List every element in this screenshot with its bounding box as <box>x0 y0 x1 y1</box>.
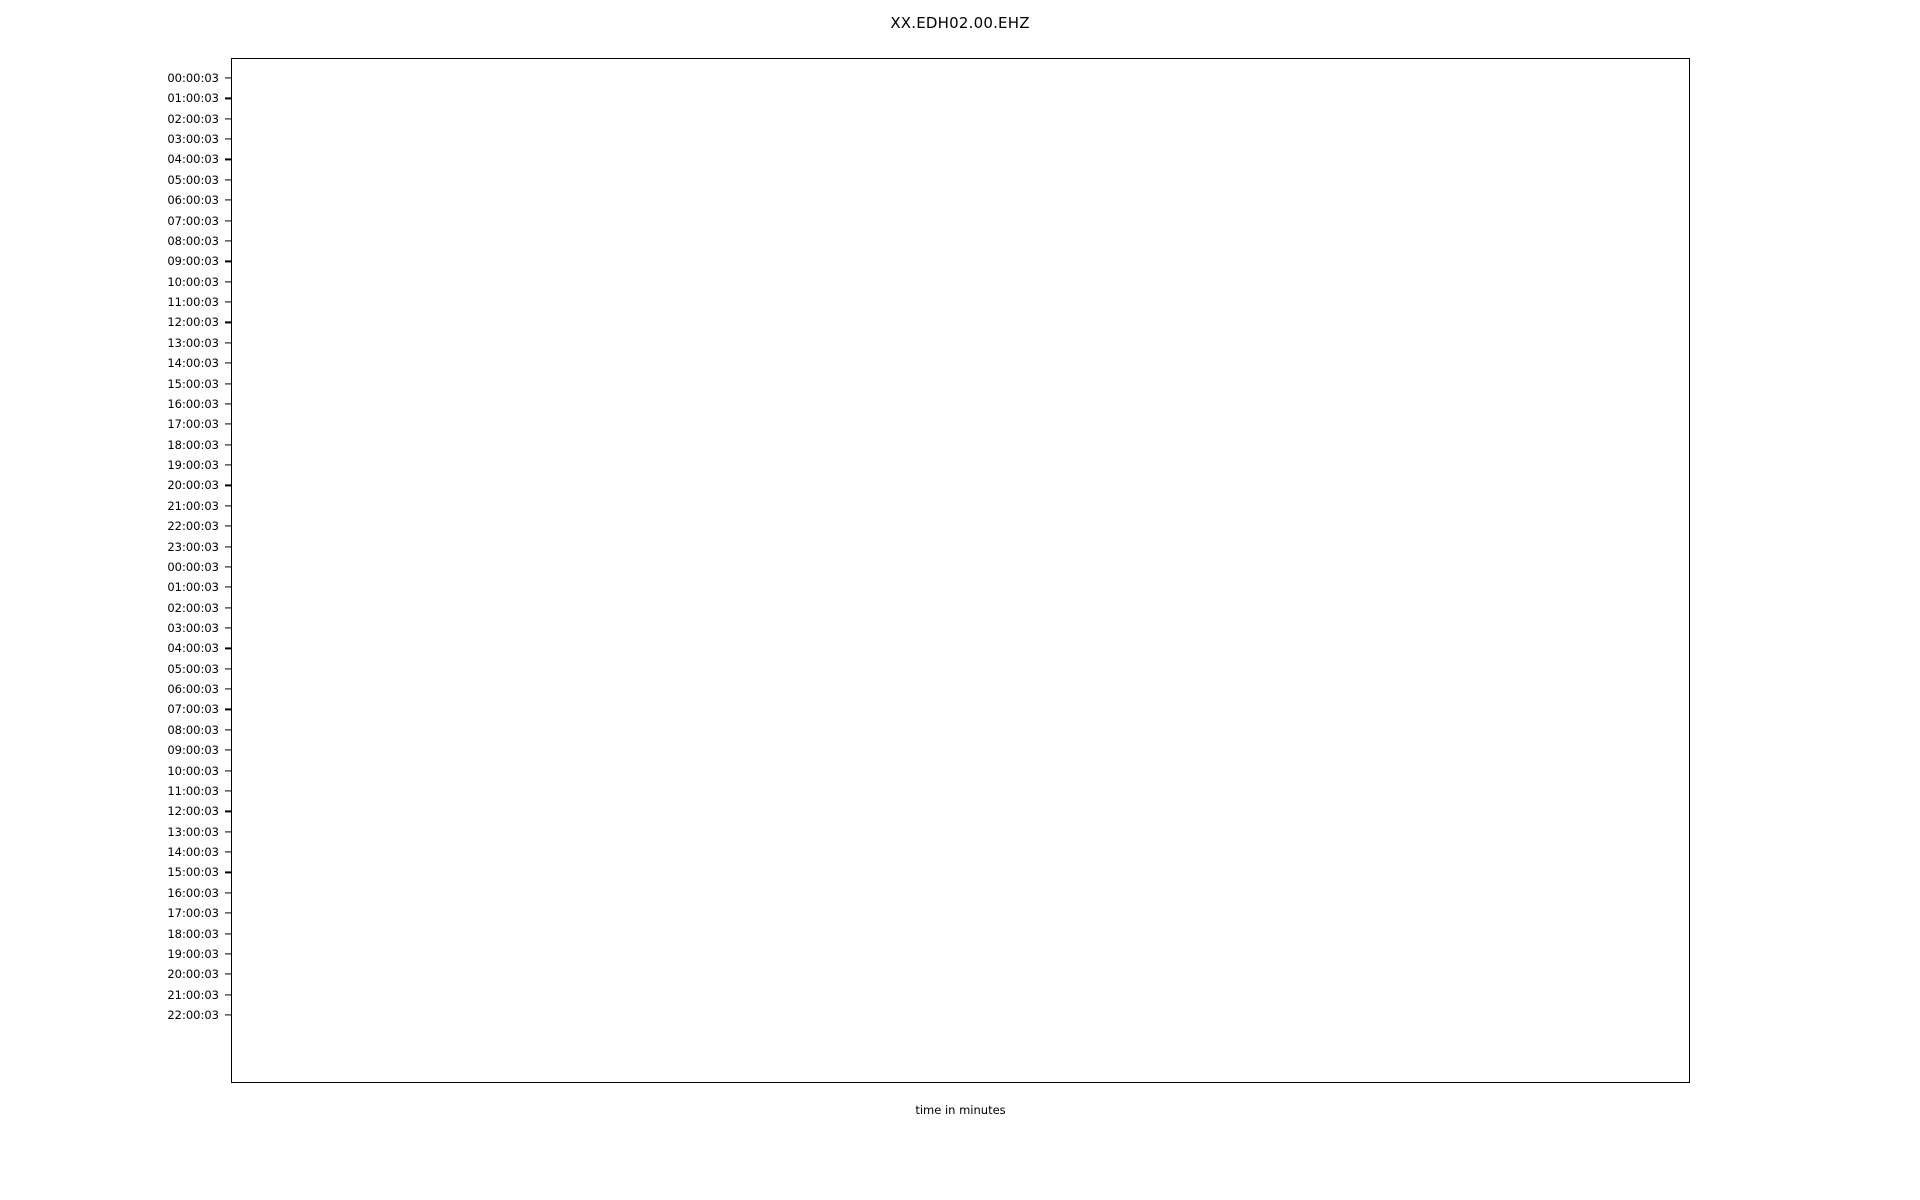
y-axis-tick <box>225 484 231 486</box>
y-axis-tick <box>225 505 231 507</box>
y-axis-tick-label: 09:00:03 <box>167 743 219 758</box>
y-axis-tick <box>225 953 231 955</box>
y-axis-tick-label: 16:00:03 <box>167 885 219 900</box>
y-axis-tick <box>225 566 231 568</box>
y-axis-tick-label: 11:00:03 <box>167 295 219 310</box>
y-axis-tick <box>225 240 231 242</box>
y-axis-tick-label: 00:00:03 <box>167 71 219 85</box>
y-axis-tick-label: 10:00:03 <box>167 274 219 289</box>
y-axis-tick-label: 18:00:03 <box>167 926 219 941</box>
y-axis-tick-label: 21:00:03 <box>167 987 219 1002</box>
y-axis-tick <box>225 158 231 161</box>
y-axis-tick <box>225 688 231 690</box>
y-axis-tick-label: 04:00:03 <box>167 641 219 656</box>
y-axis-tick <box>225 342 231 344</box>
y-axis-tick <box>225 77 231 79</box>
page-title: XX.EDH02.00.EHZ <box>890 14 1030 32</box>
y-axis-tick <box>225 790 231 792</box>
y-axis-tick-label: 12:00:03 <box>167 804 219 819</box>
y-axis-tick <box>225 810 231 812</box>
y-axis-tick-label: 12:00:03 <box>167 315 219 330</box>
y-axis-tick <box>225 851 231 853</box>
y-axis-tick <box>225 403 231 405</box>
y-axis-tick-label: 05:00:03 <box>167 661 219 676</box>
y-axis-tick <box>225 362 231 364</box>
y-axis-tick <box>225 668 231 670</box>
y-axis-tick-label: 04:00:03 <box>167 152 219 167</box>
y-axis-tick-label: 07:00:03 <box>167 213 219 228</box>
y-axis-tick <box>225 301 231 303</box>
y-axis-tick-label: 17:00:03 <box>167 906 219 921</box>
y-axis-tick <box>225 973 231 975</box>
y-axis-tick <box>225 321 231 324</box>
y-axis-tick-label: 15:00:03 <box>167 376 219 391</box>
y-axis-tick-label: 06:00:03 <box>167 682 219 697</box>
y-axis-tick-label: 19:00:03 <box>167 946 219 961</box>
y-axis-tick <box>225 607 231 609</box>
y-axis-tick <box>225 260 231 262</box>
y-axis-tick-label: 02:00:03 <box>167 600 219 615</box>
y-axis-tick <box>225 627 231 629</box>
y-axis-tick <box>225 749 231 751</box>
y-axis-tick <box>225 179 231 181</box>
y-axis-tick <box>225 729 231 731</box>
y-axis-tick <box>225 382 231 385</box>
y-axis-tick <box>225 118 231 120</box>
y-axis-tick <box>225 871 231 874</box>
y-axis-tick-label: 16:00:03 <box>167 396 219 411</box>
y-axis-tick-label: 03:00:03 <box>167 132 219 147</box>
y-axis-tick-label: 20:00:03 <box>167 478 219 493</box>
y-axis-tick-label: 14:00:03 <box>167 356 219 371</box>
y-axis-tick <box>225 219 231 222</box>
y-axis-tick <box>225 199 231 201</box>
y-axis-tick-label: 02:00:03 <box>167 111 219 126</box>
y-axis-tick <box>225 423 231 425</box>
annotation-layer <box>232 59 1689 1082</box>
x-axis-title: time in minutes <box>915 1103 1006 1117</box>
y-axis-tick <box>225 97 231 99</box>
y-axis-tick <box>225 892 231 894</box>
y-axis-tick <box>225 444 231 446</box>
y-axis-tick-label: 08:00:03 <box>167 722 219 737</box>
y-axis-tick <box>225 932 231 935</box>
y-axis-tick-label: 01:00:03 <box>167 91 219 106</box>
y-axis-tick-label: 22:00:03 <box>167 1008 219 1023</box>
y-axis-tick-label: 22:00:03 <box>167 519 219 534</box>
plot-area <box>231 58 1690 1083</box>
y-axis-tick <box>225 525 231 527</box>
y-axis-tick <box>225 831 231 833</box>
y-axis-tick <box>225 912 231 914</box>
y-axis-tick-label: 19:00:03 <box>167 458 219 473</box>
y-axis-tick-label: 13:00:03 <box>167 335 219 350</box>
y-axis-tick <box>225 138 231 140</box>
y-axis-tick <box>225 769 231 772</box>
y-axis-tick-label: 01:00:03 <box>167 580 219 595</box>
y-axis-tick-label: 10:00:03 <box>167 763 219 778</box>
y-axis-tick-label: 17:00:03 <box>167 417 219 432</box>
y-axis-tick-label: 08:00:03 <box>167 233 219 248</box>
y-axis-tick-label: 03:00:03 <box>167 620 219 635</box>
y-axis-tick-label: 13:00:03 <box>167 824 219 839</box>
y-axis-tick-label: 14:00:03 <box>167 845 219 860</box>
y-axis-tick <box>225 281 231 283</box>
y-axis-tick-label: 23:00:03 <box>167 539 219 554</box>
y-axis-tick-label: 21:00:03 <box>167 498 219 513</box>
y-axis-tick-label: 06:00:03 <box>167 193 219 208</box>
y-axis-tick-label: 18:00:03 <box>167 437 219 452</box>
y-axis-tick-label: 11:00:03 <box>167 783 219 798</box>
y-axis-tick-label: 09:00:03 <box>167 254 219 269</box>
y-axis-tick <box>225 1014 231 1016</box>
y-axis-tick <box>225 586 231 588</box>
y-axis-tick-label: 05:00:03 <box>167 172 219 187</box>
y-axis-tick-label: 20:00:03 <box>167 967 219 982</box>
y-axis-tick-label: 15:00:03 <box>167 865 219 880</box>
y-axis-tick <box>225 464 231 466</box>
y-axis-tick <box>225 708 231 711</box>
y-axis-tick-label: 07:00:03 <box>167 702 219 717</box>
y-axis-tick-label: 00:00:03 <box>167 559 219 574</box>
y-axis-tick <box>225 994 231 996</box>
y-axis-tick <box>225 647 231 649</box>
y-axis-tick <box>225 545 231 548</box>
